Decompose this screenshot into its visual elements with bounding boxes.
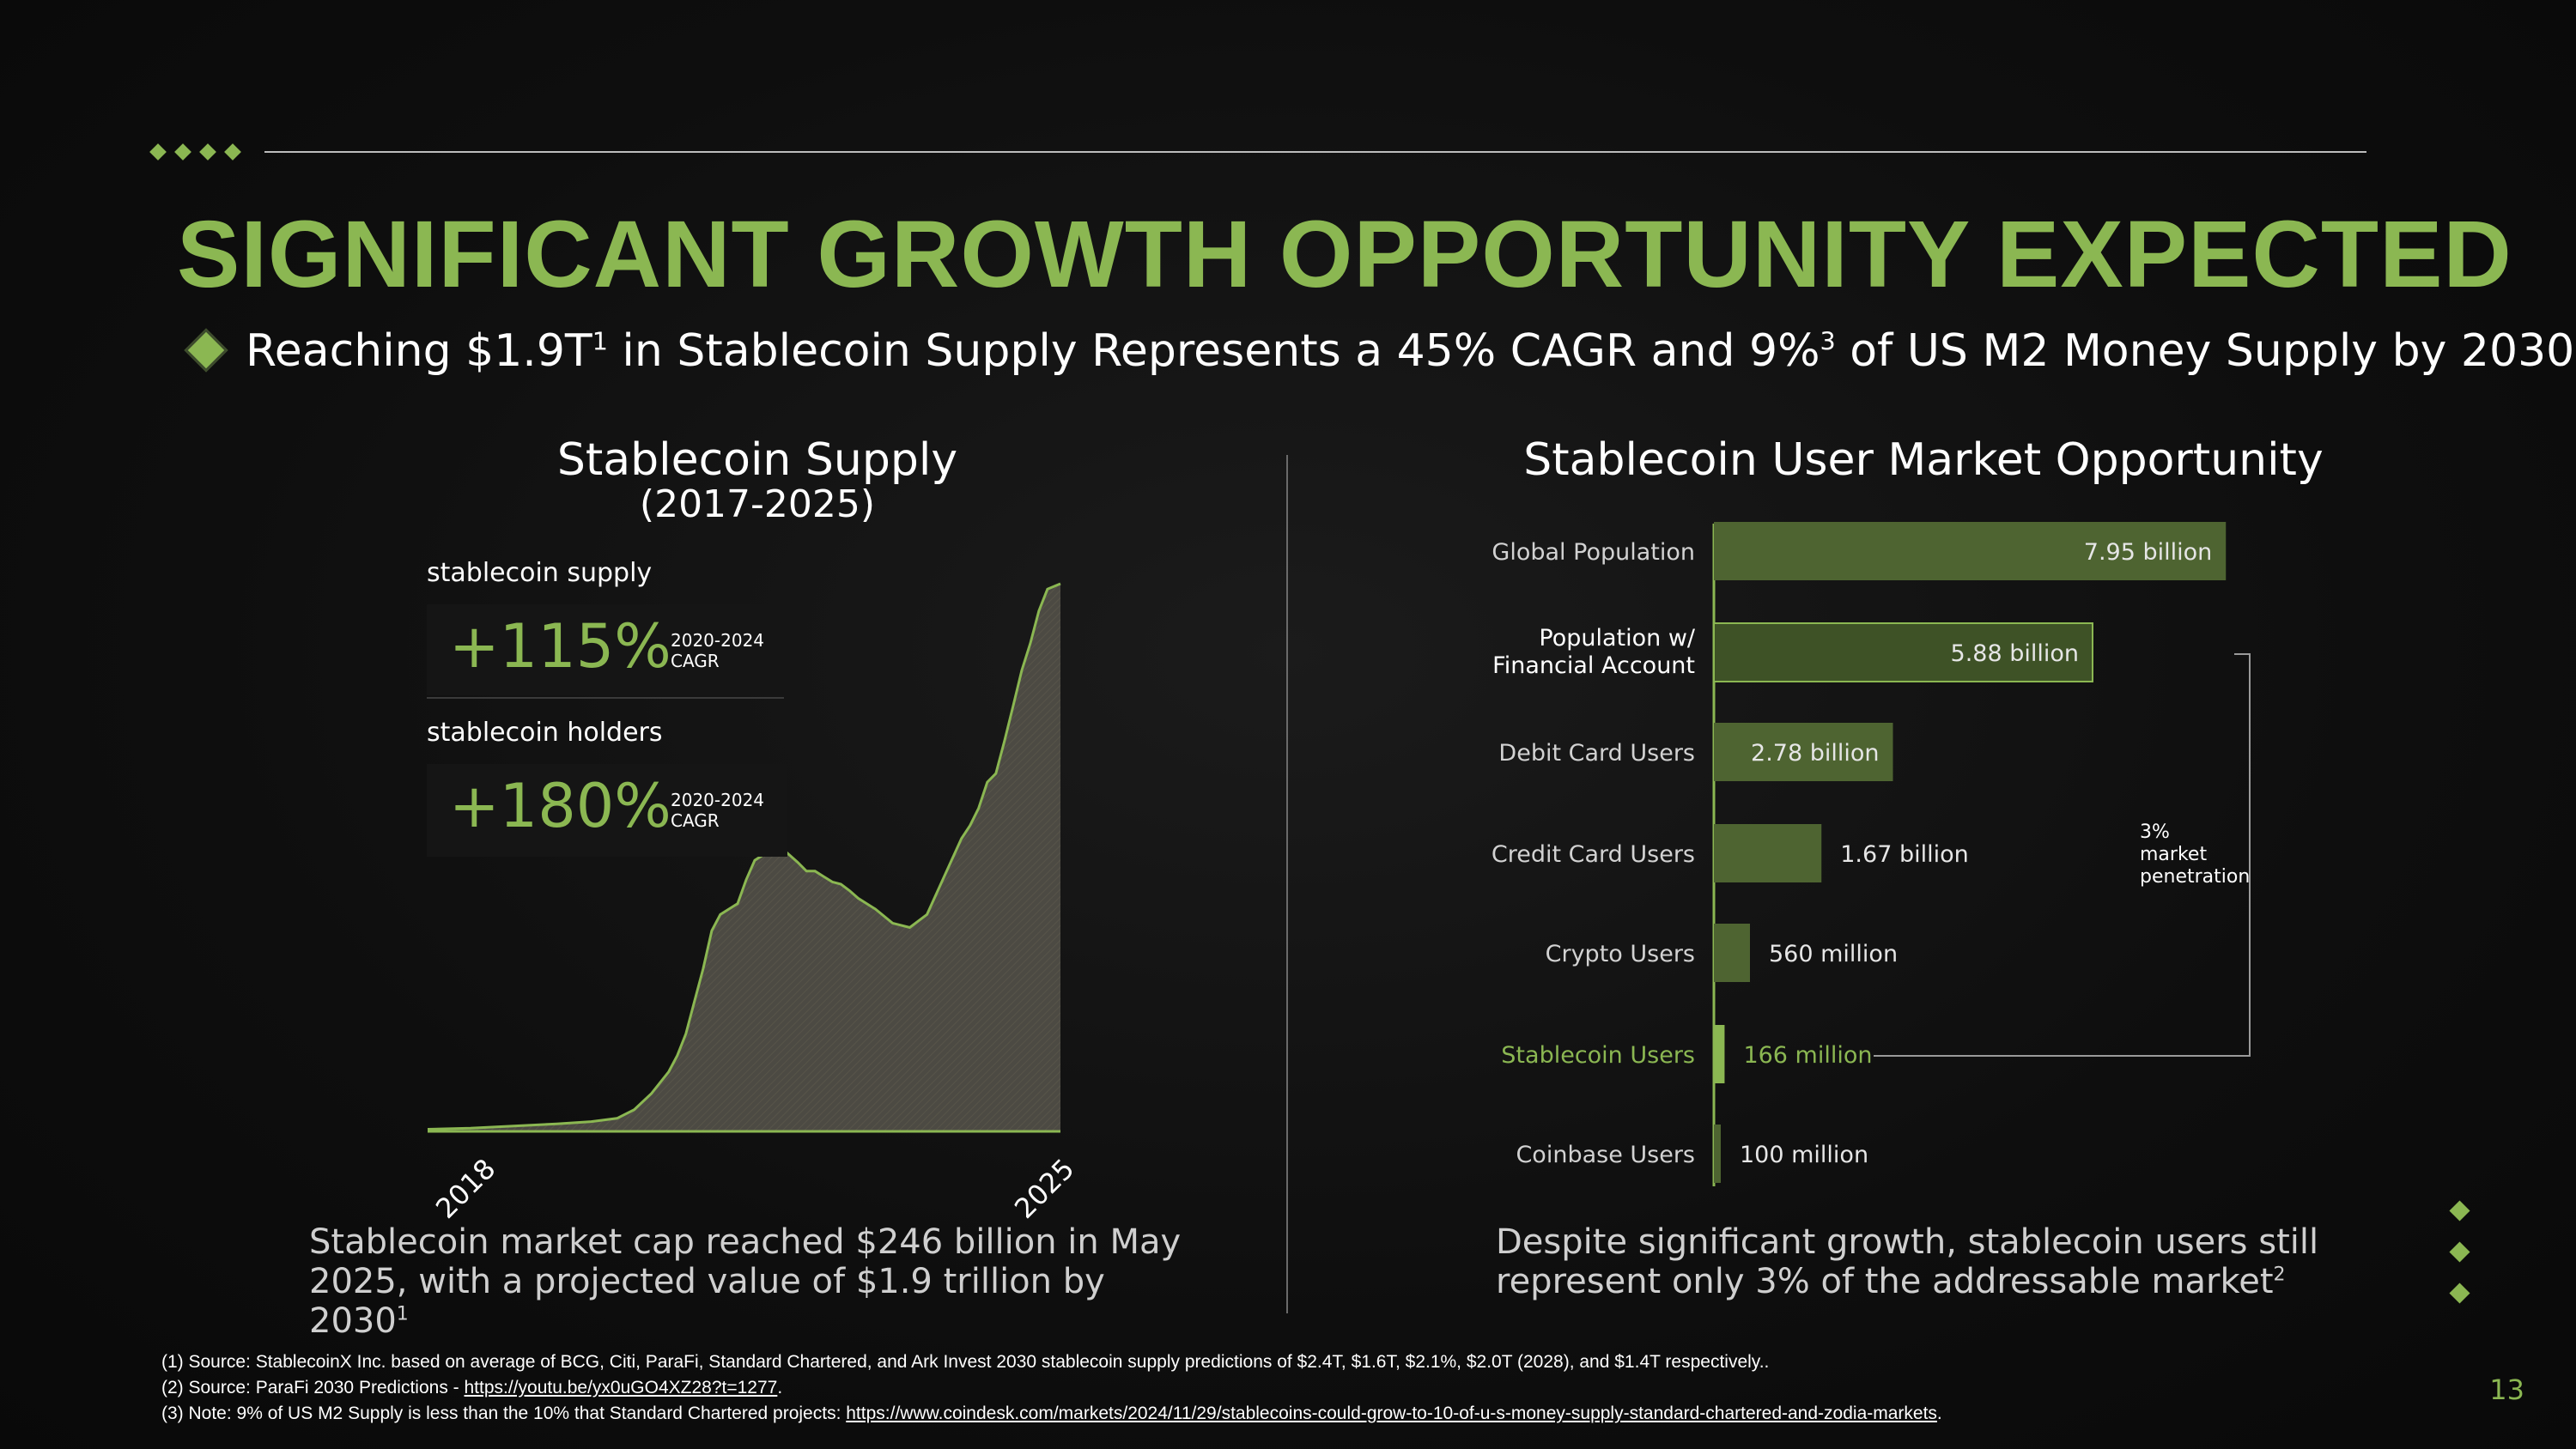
bar-category-label: Population w/Financial Account — [1492, 625, 1696, 679]
stat-divider — [427, 697, 784, 699]
page-number: 13 — [2489, 1373, 2524, 1406]
penetration-annotation: 3% market penetration — [2140, 822, 2250, 888]
footnote-2-link[interactable]: https://youtu.be/yx0uGO4XZ28?t=1277 — [464, 1378, 778, 1397]
footnote-1: (1) Source: StablecoinX Inc. based on av… — [161, 1352, 1770, 1372]
stat-desc-holders: 2020-2024 CAGR — [671, 790, 765, 831]
bar-2 — [1714, 723, 1893, 781]
decor-diamond — [224, 143, 241, 161]
bar-category-label: Debit Card Users — [1498, 740, 1695, 767]
stat-value-holders: +180% — [449, 771, 671, 841]
slide-title: SIGNIFICANT GROWTH OPPORTUNITY EXPECTED — [177, 202, 2512, 307]
stat-desc-supply: 2020-2024 CAGR — [671, 630, 765, 671]
bar-category-label: Stablecoin Users — [1501, 1042, 1695, 1069]
bar-3 — [1714, 824, 1822, 882]
top-divider — [264, 151, 2366, 153]
bar-value-label: 100 million — [1740, 1142, 1868, 1168]
bar-value-label: 7.95 billion — [2084, 539, 2212, 566]
right-panel-title: Stablecoin User Market Opportunity — [1523, 434, 2324, 486]
footnote-2: (2) Source: ParaFi 2030 Predictions - ht… — [161, 1378, 783, 1397]
slide-subtitle: Reaching $1.9T1 in Stablecoin Supply Rep… — [246, 325, 2575, 377]
decor-diamond — [2449, 1241, 2470, 1263]
bullet-diamond-icon — [184, 328, 228, 373]
penetration-bracket — [1874, 653, 2251, 1057]
decor-diamond — [174, 143, 191, 161]
panel-divider — [1286, 455, 1288, 1313]
bar-category-label: Crypto Users — [1546, 941, 1695, 967]
stat-label-supply: stablecoin supply — [427, 558, 653, 588]
user-market-bar-chart: Global Population 7.95 billion Population … — [1492, 522, 2251, 1186]
supply-line — [427, 582, 1061, 1131]
bar-category-label: Credit Card Users — [1492, 841, 1695, 868]
footnotes: (1) Source: StablecoinX Inc. based on av… — [161, 1349, 2394, 1427]
stat-box-supply: +115% 2020-2024 CAGR — [427, 604, 784, 695]
left-panel-subtitle: (2017-2025) — [639, 482, 876, 526]
left-caption: Stablecoin market cap reached $246 billi… — [309, 1222, 1182, 1341]
stat-box-holders: +180% 2020-2024 CAGR — [427, 764, 787, 857]
bar-5 — [1714, 1025, 1725, 1083]
footnote-3-link[interactable]: https://www.coindesk.com/markets/2024/11… — [846, 1404, 1937, 1423]
decor-diamond — [2449, 1200, 2470, 1222]
stablecoin-supply-area-chart — [427, 582, 1061, 1133]
bar-6 — [1714, 1125, 1721, 1183]
bar-value-label: 2.78 billion — [1751, 740, 1879, 767]
stat-label-holders: stablecoin holders — [427, 718, 663, 748]
bar-value-label: 1.67 billion — [1840, 841, 1968, 868]
bar-value-label: 5.88 billion — [1951, 640, 2079, 667]
supply-area — [428, 584, 1060, 1131]
bar-4 — [1714, 924, 1750, 982]
decor-diamond — [149, 143, 167, 161]
bar-0 — [1714, 522, 2227, 580]
bar-value-label: 560 million — [1769, 941, 1898, 967]
bar-value-label: 166 million — [1743, 1042, 1872, 1069]
left-panel-title: Stablecoin Supply — [556, 434, 958, 486]
right-caption: Despite significant growth, stablecoin u… — [1496, 1222, 2319, 1301]
bar-category-label: Global Population — [1492, 539, 1695, 566]
decor-diamond — [199, 143, 216, 161]
decor-diamond — [2449, 1282, 2470, 1304]
stat-value-supply: +115% — [449, 611, 671, 682]
footnote-3: (3) Note: 9% of US M2 Supply is less tha… — [161, 1404, 1942, 1423]
bar-category-label: Coinbase Users — [1516, 1142, 1695, 1168]
bar-1 — [1713, 622, 2093, 682]
